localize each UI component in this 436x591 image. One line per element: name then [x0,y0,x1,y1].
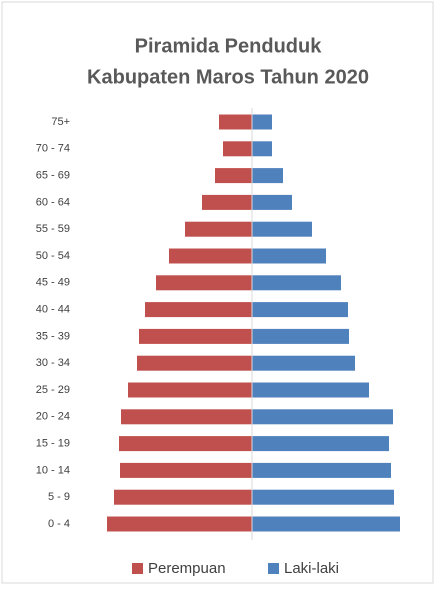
y-tick-label: 35 - 39 [36,330,70,342]
legend-label: Perempuan [148,560,226,577]
bar [252,302,348,318]
bar [252,436,389,452]
bar [137,355,252,371]
chart-title: Piramida Penduduk [135,35,323,57]
y-tick-label: 50 - 54 [36,250,70,262]
y-tick-label: 65 - 69 [36,170,70,182]
bar [252,409,393,425]
y-tick-label: 75+ [51,116,70,128]
bar [121,409,252,425]
chart-title: Kabupaten Maros Tahun 2020 [87,66,369,88]
bar [114,489,252,505]
bar [252,382,369,398]
bar [219,114,252,130]
bar [156,275,252,291]
bar [252,114,272,130]
bar [223,141,252,157]
chart-border [1,1,434,584]
bar [128,382,252,398]
y-tick-label: 30 - 34 [36,357,70,369]
legend-swatch [132,563,143,574]
y-tick-label: 20 - 24 [36,411,70,423]
y-tick-label: 60 - 64 [36,196,70,208]
bar [107,516,252,532]
y-tick-label: 40 - 44 [36,304,70,316]
bar [252,489,394,505]
bar [252,194,292,210]
bar [252,221,312,237]
bar [252,141,272,157]
bar [252,168,283,184]
bar [252,355,355,371]
y-tick-label: 10 - 14 [36,464,70,476]
bar [169,248,252,264]
bar [252,462,391,478]
y-tick-label: 5 - 9 [48,491,70,503]
y-tick-label: 0 - 4 [48,518,70,530]
legend-swatch [268,563,279,574]
bar [252,248,326,264]
bar [145,302,252,318]
y-tick-label: 25 - 29 [36,384,70,396]
bar [119,436,252,452]
y-tick-label: 15 - 19 [36,438,70,450]
y-tick-label: 70 - 74 [36,143,70,155]
bar [185,221,252,237]
bar [120,462,252,478]
bar [139,328,252,344]
legend-label: Laki-laki [284,560,339,577]
bar [215,168,252,184]
y-tick-label: 45 - 49 [36,277,70,289]
y-tick-label: 55 - 59 [36,223,70,235]
bar [202,194,252,210]
bar [252,516,400,532]
bar [252,328,349,344]
bar [252,275,341,291]
